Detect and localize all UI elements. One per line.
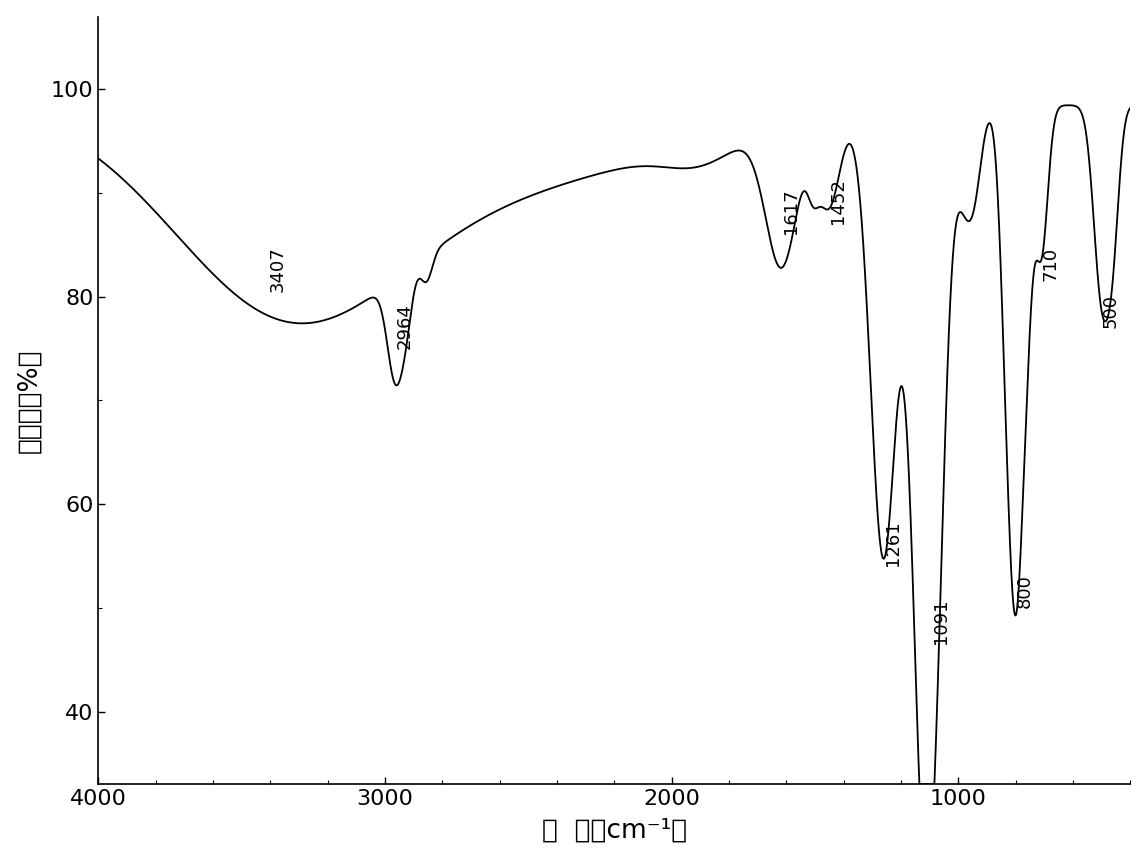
- Text: 1261: 1261: [883, 520, 902, 567]
- Text: 1452: 1452: [829, 178, 846, 224]
- Text: 2964: 2964: [396, 303, 413, 348]
- Text: 3407: 3407: [268, 246, 287, 292]
- X-axis label: 波  数（cm⁻¹）: 波 数（cm⁻¹）: [541, 817, 687, 844]
- Text: 710: 710: [1041, 247, 1060, 281]
- Y-axis label: 透射率（%）: 透射率（%）: [17, 348, 42, 452]
- Text: 1617: 1617: [781, 189, 799, 235]
- Text: 500: 500: [1101, 294, 1119, 328]
- Text: 800: 800: [1016, 574, 1033, 608]
- Text: 1091: 1091: [933, 599, 950, 644]
